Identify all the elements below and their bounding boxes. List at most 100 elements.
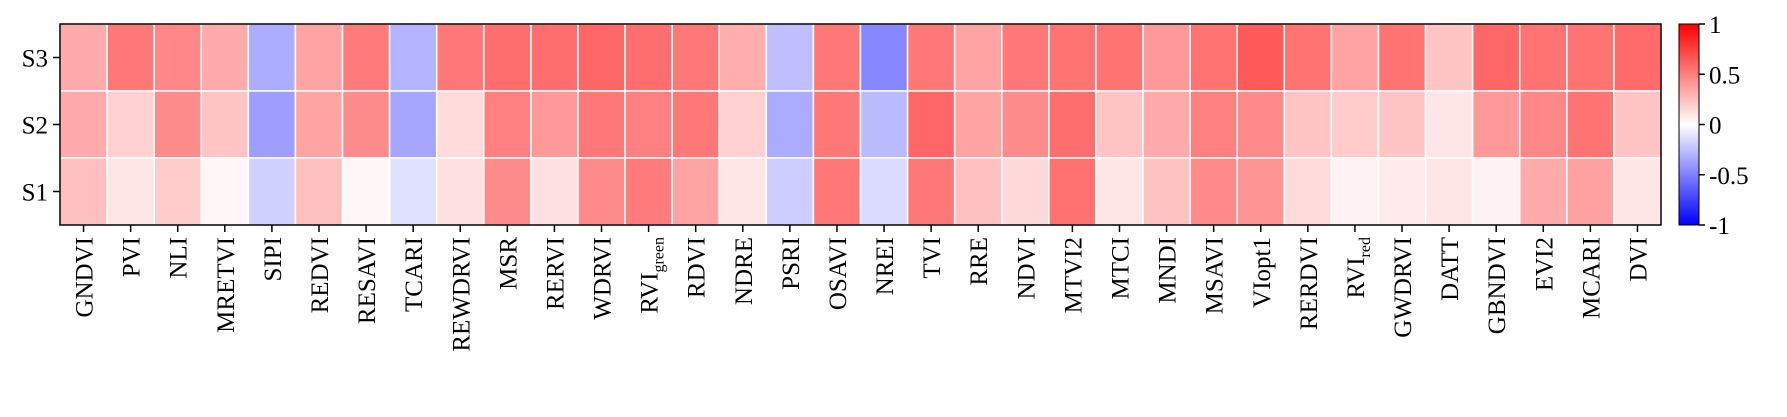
x-tick-label: TVI bbox=[919, 237, 946, 279]
x-tick-label-subscript: green bbox=[651, 237, 668, 273]
heatmap-cell bbox=[1518, 90, 1568, 159]
x-tick-label-text: RVI bbox=[637, 273, 664, 314]
heatmap-cell bbox=[1471, 23, 1521, 92]
x-tick-label: NDRE bbox=[731, 237, 758, 305]
heatmap-cell bbox=[718, 157, 768, 226]
heatmap-cell bbox=[812, 157, 862, 226]
x-tick-label-text: MNDI bbox=[1155, 237, 1182, 304]
x-tick-label-text: OSAVI bbox=[825, 237, 852, 310]
x-tick-label: RRE bbox=[966, 237, 993, 286]
x-tick-label: RESAVI bbox=[354, 237, 381, 324]
x-tick-label-text: MRETVI bbox=[213, 237, 240, 333]
heatmap-cell bbox=[1095, 90, 1144, 159]
heatmap-cell bbox=[1330, 157, 1380, 226]
x-tick-label-text: TCARI bbox=[401, 237, 428, 312]
heatmap-cell bbox=[59, 90, 108, 159]
x-tick-label: WDRVI bbox=[590, 237, 617, 320]
colorbar-ticks: 1 0.5 0 -0.5 -1 bbox=[1699, 12, 1749, 240]
heatmap-cell bbox=[671, 23, 720, 92]
heatmap-cell bbox=[812, 23, 862, 92]
heatmap-cell bbox=[1566, 23, 1615, 92]
colorbar-tick-label: 0.5 bbox=[1709, 62, 1740, 89]
x-tick-label-text: VIopt1 bbox=[1249, 237, 1276, 308]
x-tick-label: PVI bbox=[119, 237, 146, 277]
heatmap-cell bbox=[1283, 157, 1333, 226]
x-tick-label: RERDVI bbox=[1296, 237, 1323, 330]
x-tick-label-text: EVI2 bbox=[1531, 237, 1558, 291]
heatmap-cell bbox=[1142, 90, 1191, 159]
heatmap-cell bbox=[1330, 90, 1380, 159]
heatmap-cell bbox=[483, 90, 532, 159]
heatmap-cell bbox=[200, 157, 250, 226]
heatmap-cell bbox=[1236, 90, 1286, 159]
heatmap-cell bbox=[59, 157, 108, 226]
heatmap-cell bbox=[906, 157, 956, 226]
x-tick-label-text: NLI bbox=[166, 237, 193, 279]
heatmap-cell bbox=[1001, 23, 1050, 92]
heatmap-cell bbox=[483, 23, 532, 92]
x-tick-label: NREI bbox=[872, 237, 899, 295]
x-tick-label-text: REDVI bbox=[307, 237, 334, 313]
heatmap-cell bbox=[577, 90, 626, 159]
x-tick-label: SIPI bbox=[260, 237, 287, 281]
x-tick-label-text: RVI bbox=[1343, 257, 1370, 298]
heatmap-cell bbox=[1236, 157, 1286, 226]
heatmap-cell bbox=[200, 90, 250, 159]
colorbar-tick-label: 1 bbox=[1709, 12, 1722, 39]
y-tick-label: S1 bbox=[22, 180, 48, 207]
x-tick-label-text: GBNDVI bbox=[1484, 237, 1511, 334]
colorbar-tick-label: -1 bbox=[1709, 213, 1730, 240]
heatmap-cell bbox=[1095, 23, 1144, 92]
x-tick-label-text: DVI bbox=[1625, 237, 1652, 281]
x-tick-label: MSR bbox=[495, 237, 522, 290]
x-tick-label-text: MCARI bbox=[1578, 237, 1605, 319]
heatmap-cell bbox=[1283, 23, 1333, 92]
heatmap-cell bbox=[530, 157, 579, 226]
x-tick-label: MNDI bbox=[1155, 237, 1182, 304]
heatmap-cell bbox=[671, 90, 720, 159]
heatmap-cell bbox=[1001, 90, 1050, 159]
heatmap-cell bbox=[1613, 157, 1662, 226]
heatmap-cell bbox=[1518, 157, 1568, 226]
heatmap-cell bbox=[388, 157, 438, 226]
heatmap-cell bbox=[247, 90, 297, 159]
x-tick-label: DATT bbox=[1437, 237, 1464, 301]
heatmap-cell bbox=[435, 157, 485, 226]
x-tick-label-text: RESAVI bbox=[354, 237, 381, 324]
heatmap-cell bbox=[1424, 157, 1474, 226]
heatmap-cells bbox=[59, 23, 1662, 226]
heatmap-cell bbox=[1518, 23, 1568, 92]
heatmap-cell bbox=[1471, 90, 1521, 159]
heatmap-cell bbox=[1189, 90, 1238, 159]
x-tick-label: EVI2 bbox=[1531, 237, 1558, 291]
heatmap-cell bbox=[718, 23, 768, 92]
heatmap-cell bbox=[1048, 90, 1097, 159]
x-tick-label: GBNDVI bbox=[1484, 237, 1511, 334]
x-tick-label-text: SIPI bbox=[260, 237, 287, 281]
heatmap-cell bbox=[1189, 157, 1238, 226]
heatmap-cell bbox=[577, 157, 626, 226]
heatmap-cell bbox=[718, 90, 768, 159]
heatmap-cell bbox=[153, 23, 203, 92]
heatmap-cell bbox=[483, 157, 532, 226]
heatmap-cell bbox=[1330, 23, 1380, 92]
x-tick-label: REWDRVI bbox=[448, 237, 475, 352]
y-axis: S3 S2 S1 bbox=[22, 46, 60, 207]
x-tick-label: OSAVI bbox=[825, 237, 852, 310]
heatmap-cell bbox=[1424, 23, 1474, 92]
heatmap-cell bbox=[953, 90, 1003, 159]
x-tick-label: MTVI2 bbox=[1060, 237, 1087, 313]
x-tick-label: VIopt1 bbox=[1249, 237, 1276, 308]
heatmap-cell bbox=[247, 23, 297, 92]
x-tick-label: GNDVI bbox=[72, 237, 99, 318]
heatmap-cell bbox=[812, 90, 862, 159]
heatmap-cell bbox=[1142, 23, 1191, 92]
heatmap-cell bbox=[1189, 23, 1238, 92]
x-tick-label: TCARI bbox=[401, 237, 428, 312]
heatmap-cell bbox=[859, 23, 909, 92]
heatmap-cell bbox=[530, 23, 579, 92]
heatmap-cell bbox=[388, 90, 438, 159]
heatmap-cell bbox=[765, 23, 815, 92]
